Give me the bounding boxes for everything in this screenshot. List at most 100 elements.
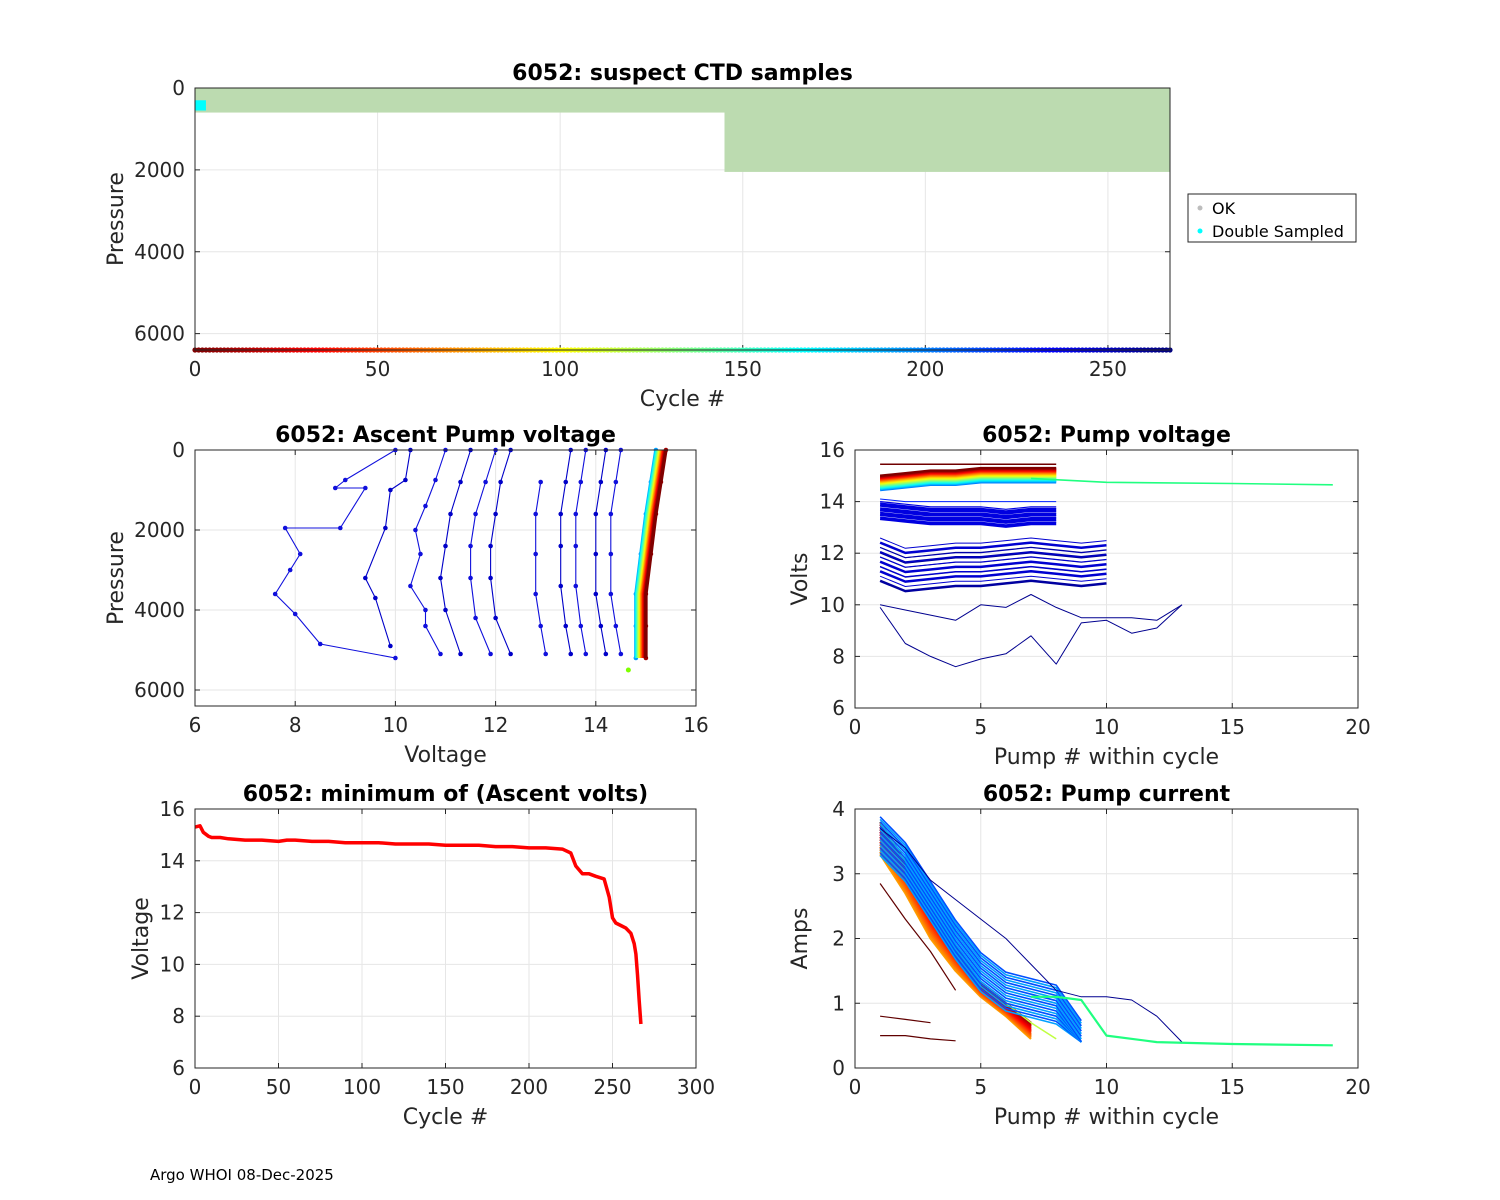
profile-point (373, 595, 378, 601)
y-tick-label: 2000 (134, 518, 185, 542)
y-tick-label: 10 (160, 952, 185, 976)
legend: OK Double Sampled (1187, 193, 1357, 243)
x-tick-label: 0 (849, 1075, 862, 1099)
profile-point (508, 651, 513, 657)
y-tick-label: 16 (820, 438, 845, 462)
long-cycle-line (1031, 995, 1333, 1047)
ascent-axes: 6 8 10 12 14 16 0 2000 4000 6000 (134, 438, 709, 737)
profile-point (363, 485, 368, 491)
cycle-line (879, 503, 1057, 514)
cycle-line (880, 501, 1057, 510)
profile-point (473, 511, 478, 517)
legend-marker-ok (1197, 205, 1203, 211)
profile-point (418, 551, 423, 557)
y-tick-label: 6 (172, 1056, 185, 1080)
cycle-line (880, 514, 1057, 524)
y-tick-label: 4 (832, 797, 845, 821)
y-tick-label: 6 (832, 696, 845, 720)
profile-point (458, 479, 463, 485)
profile-point (493, 615, 498, 621)
footer-stamp: Argo WHOI 08-Dec-2025 (150, 1166, 334, 1184)
y-tick-label: 4000 (134, 240, 185, 264)
y-tick-label: 3 (832, 862, 845, 886)
profile-point (363, 575, 368, 581)
profile-point (337, 525, 343, 531)
cycle-line (879, 507, 1057, 519)
mid-current-line (879, 844, 1082, 1043)
suspect-title: 6052: suspect CTD samples (512, 61, 853, 86)
cycle-line (879, 537, 1107, 549)
y-tick-label: 0 (172, 438, 185, 462)
cycle-line (879, 594, 1183, 621)
x-tick-label: 100 (343, 1075, 381, 1099)
profile-point (282, 525, 288, 531)
profile-point (493, 511, 498, 517)
cycle-line (879, 570, 1107, 583)
x-tick-label: 50 (266, 1075, 291, 1099)
x-tick-label: 10 (1094, 1075, 1119, 1099)
late-current-line (879, 828, 1183, 1043)
long-cycle-line (1030, 477, 1333, 486)
profile-point (393, 655, 398, 661)
pump_current-frame (854, 808, 1359, 1069)
profile-point (448, 511, 453, 517)
suspect-frame (194, 87, 1171, 351)
profile-point (423, 607, 428, 613)
y-tick-label: 6000 (134, 678, 185, 702)
cycle-line (880, 507, 1057, 517)
cycle-line (880, 498, 1057, 503)
y-tick-label: 14 (160, 849, 185, 873)
x-tick-label: 10 (383, 713, 408, 737)
y-tick-label: 12 (820, 541, 845, 565)
x-tick-label: 20 (1345, 715, 1370, 739)
pump_current-axes: 0 5 10 15 20 0 1 2 3 4 (832, 797, 1370, 1099)
profile-point (388, 487, 393, 493)
x-tick-label: 150 (426, 1075, 464, 1099)
profile-point (608, 551, 614, 557)
cycle-line (879, 560, 1107, 574)
ok-samples-block-1 (195, 88, 725, 113)
early-cycle-line (879, 466, 1057, 478)
profile-point (608, 591, 614, 597)
profile-point (578, 623, 584, 629)
pump_current-marks (879, 816, 1333, 1047)
profile-point (533, 591, 538, 597)
x-tick-label: 5 (974, 1075, 987, 1099)
x-tick-label: 0 (849, 715, 862, 739)
ascent-plot-bg (195, 450, 696, 706)
profile-point (343, 477, 348, 483)
y-tick-label: 0 (172, 76, 185, 100)
cycle-line (880, 511, 1057, 521)
min_volts-ylabel: Voltage (129, 897, 154, 980)
profile-point (483, 479, 488, 485)
legend-label-double: Double Sampled (1212, 222, 1344, 241)
profile-point (608, 511, 614, 517)
min_volts-title: 6052: minimum of (Ascent volts) (243, 782, 649, 807)
cycle-line (879, 512, 1057, 524)
profile-point (533, 511, 538, 517)
profile-point (543, 651, 548, 657)
profile-point (438, 651, 443, 657)
profile-point (625, 667, 631, 673)
x-tick-label: 50 (365, 357, 390, 381)
mid-current-line (879, 839, 1082, 1043)
profile-point (583, 651, 589, 657)
profile-point (568, 651, 574, 657)
pump_current-xlabel: Pump # within cycle (994, 1105, 1219, 1130)
profile-point (408, 583, 413, 589)
y-tick-label: 2 (832, 927, 845, 951)
cycle-line (879, 541, 1107, 555)
profile-point (292, 611, 298, 617)
x-tick-label: 10 (1094, 715, 1119, 739)
mid-current-line (879, 842, 1082, 1043)
legend-box (1187, 193, 1357, 243)
profile-point (573, 511, 579, 517)
x-tick-label: 15 (1220, 1075, 1245, 1099)
profile-point (598, 623, 604, 629)
min_volts-axes: 0 50 100 150 200 250 300 6 8 10 12 14 16 (160, 797, 716, 1099)
cycle-line (879, 575, 1107, 587)
profile-point (488, 575, 493, 581)
profile-point (603, 651, 609, 657)
pump_voltage-title: 6052: Pump voltage (982, 423, 1231, 448)
x-tick-label: 5 (974, 715, 987, 739)
